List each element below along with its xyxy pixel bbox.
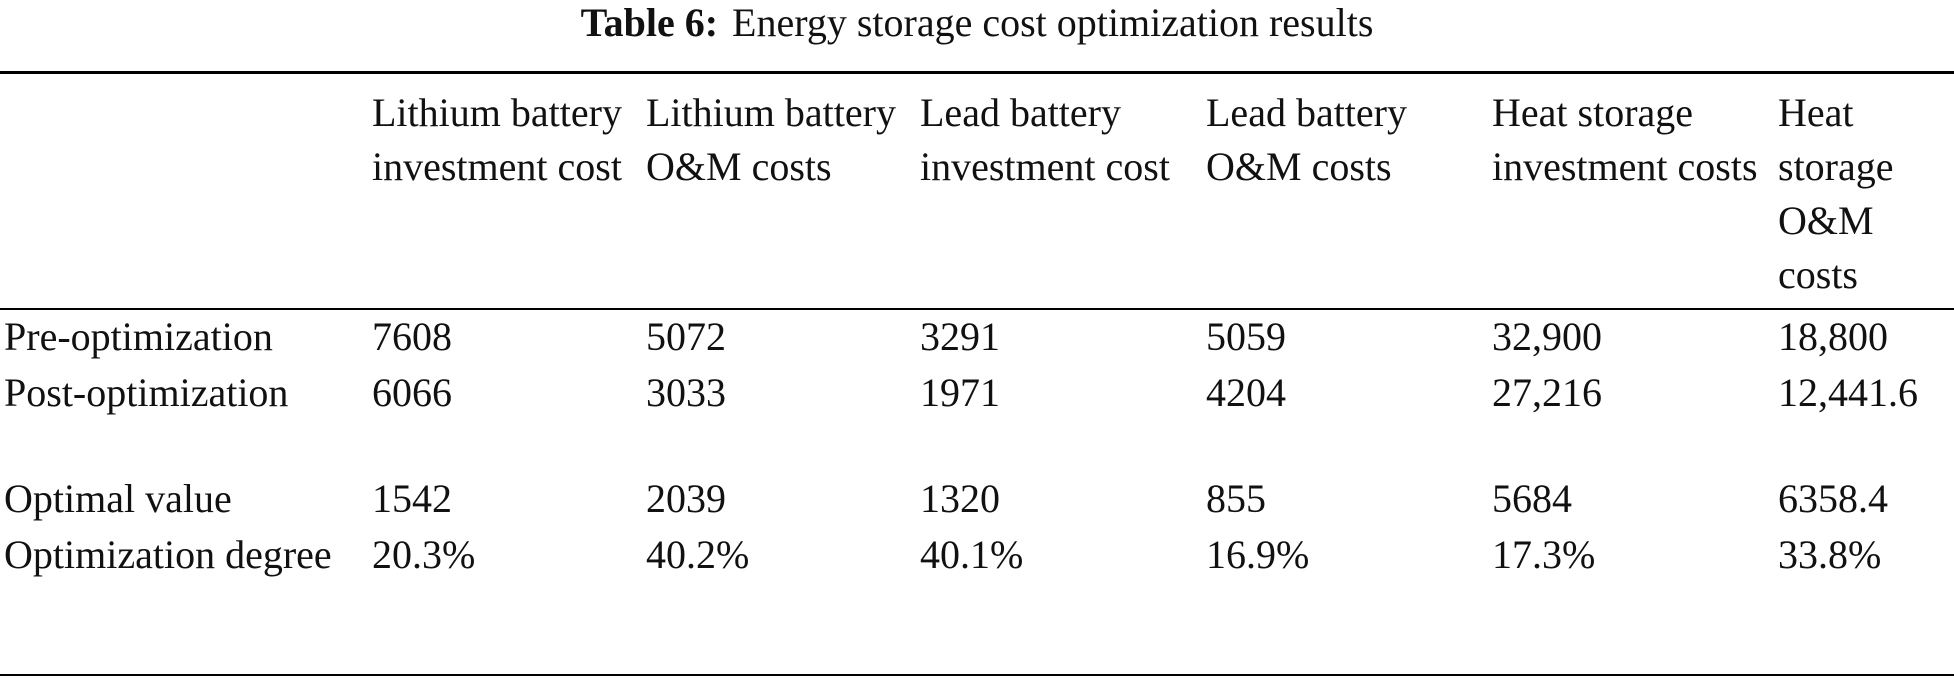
- table-caption: Table 6: Energy storage cost optimization…: [0, 0, 1954, 50]
- header-rule: [0, 308, 1954, 310]
- table-cell: 5059: [1206, 314, 1286, 359]
- column-header: Heat storage investment costs: [1492, 90, 1758, 189]
- table-cell: 20.3%: [372, 532, 476, 577]
- table-cell: 17.3%: [1492, 532, 1596, 577]
- cost-table: Lithium battery investment cost Lithium …: [0, 74, 1954, 636]
- table-cell: 1542: [372, 476, 452, 521]
- column-header: [0, 74, 368, 308]
- row-label: Optimal value: [4, 476, 232, 521]
- table-cell: 40.2%: [646, 532, 750, 577]
- table-cell: 32,900: [1492, 314, 1602, 359]
- caption-text: Energy storage cost optimization results: [732, 0, 1374, 45]
- table-cell: 2039: [646, 476, 726, 521]
- column-header: Lead battery O&M costs: [1206, 90, 1407, 189]
- column-header: Heat storage O&M costs: [1778, 90, 1894, 297]
- row-label: Optimization degree: [4, 532, 332, 577]
- table-row: Post-optimization 6066 3033 1971 4204 27…: [0, 364, 1954, 470]
- table-cell: 4204: [1206, 370, 1286, 415]
- table-cell: 5684: [1492, 476, 1572, 521]
- top-rule: [0, 71, 1954, 74]
- column-header: Lithium battery investment cost: [372, 90, 622, 189]
- bottom-rule: [0, 674, 1954, 676]
- table-row: Pre-optimization 7608 5072 3291 5059 32,…: [0, 308, 1954, 364]
- header-row: Lithium battery investment cost Lithium …: [0, 74, 1954, 308]
- table-cell: 3033: [646, 370, 726, 415]
- table-row: Optimization degree 20.3% 40.2% 40.1% 16…: [0, 526, 1954, 636]
- table-cell: 16.9%: [1206, 532, 1310, 577]
- table-cell: 12,441.6: [1778, 370, 1918, 415]
- table-cell: 855: [1206, 476, 1266, 521]
- table-cell: 1320: [920, 476, 1000, 521]
- table-cell: 7608: [372, 314, 452, 359]
- row-label: Pre-optimization: [4, 314, 273, 359]
- table-row: Optimal value 1542 2039 1320 855 5684 63…: [0, 470, 1954, 526]
- table-cell: 18,800: [1778, 314, 1888, 359]
- caption-label: Table 6:: [580, 0, 719, 45]
- column-header: Lithium battery O&M costs: [646, 90, 896, 189]
- column-header: Lead battery investment cost: [920, 90, 1170, 189]
- table-cell: 6066: [372, 370, 452, 415]
- table-cell: 27,216: [1492, 370, 1602, 415]
- table-cell: 33.8%: [1778, 532, 1882, 577]
- table-cell: 6358.4: [1778, 476, 1888, 521]
- row-label: Post-optimization: [4, 370, 289, 415]
- table-cell: 3291: [920, 314, 1000, 359]
- table-cell: 5072: [646, 314, 726, 359]
- table-cell: 1971: [920, 370, 1000, 415]
- table-cell: 40.1%: [920, 532, 1024, 577]
